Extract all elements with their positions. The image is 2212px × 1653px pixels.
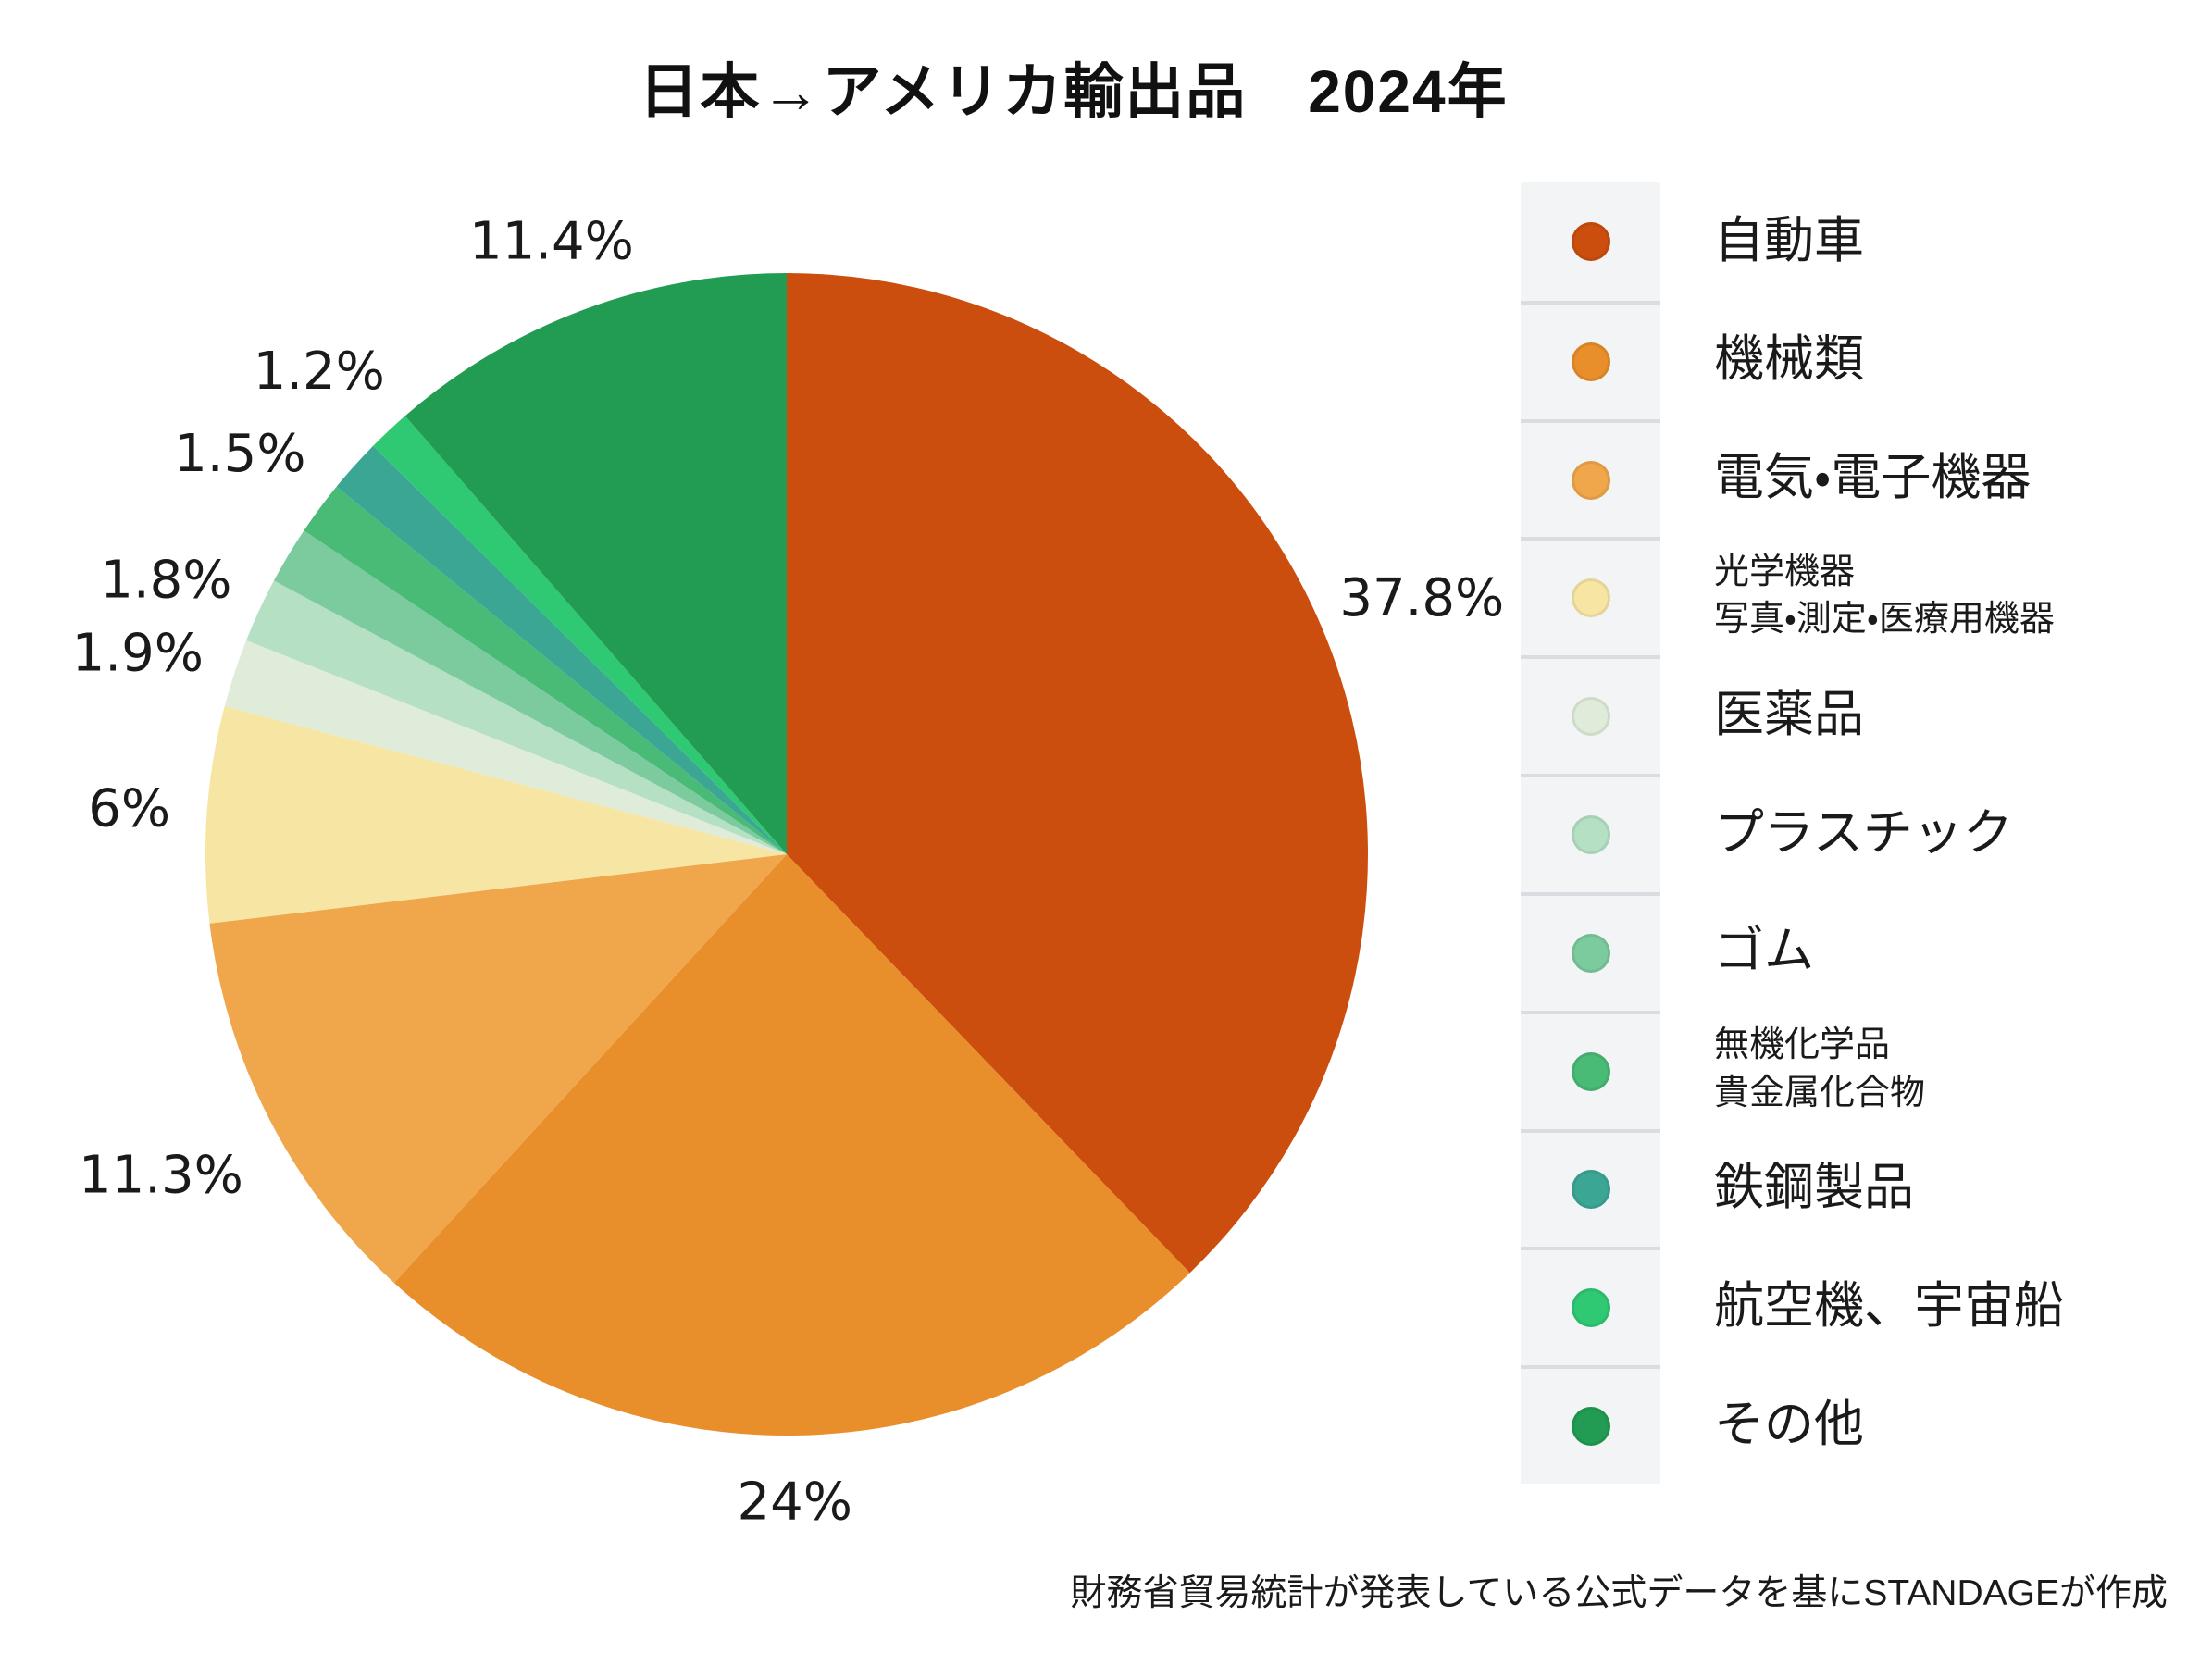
legend-item-electrical-electronics: 電気・電子機器 [1521,418,2206,538]
legend-dot-automobiles [1571,221,1610,261]
legend-dot-machinery [1571,342,1610,381]
pct-label-1: 37.8% [1339,568,1504,628]
pct-label-10: 1.2% [254,342,385,402]
pie-slice-11 [404,273,787,854]
legend-dot-inorganic-chemicals [1571,1051,1610,1091]
pct-label-6: 1.8% [100,551,231,611]
legend-dot-aircraft-spacecraft [1571,1288,1610,1328]
legend-item-machinery: 機械類 [1521,300,2206,419]
chart-title: 日本→アメリカ輸出品 2024年 [639,58,1509,125]
legend-dot-rubber [1571,933,1610,973]
pct-label-9: 1.5% [174,424,305,484]
pie-slice-9 [336,445,787,854]
legend-label: その他 [1714,1396,1864,1452]
legend-label-line2: 写真・測定・医療用機器 [1714,600,2055,640]
legend-label: 鉄鋼製品 [1714,1159,1914,1215]
legend-item-pharmaceuticals: 医薬品 [1521,655,2206,775]
pct-label-5: 1.9% [72,623,204,683]
legend-label: 無機化学品 [1714,1025,1891,1065]
legend-dot-optical-instruments [1571,578,1610,618]
pie-slice-1 [787,273,1369,1274]
pie-slice-7 [273,530,787,854]
legend-item-plastics: プラスチック [1521,774,2206,892]
legend-label: ゴム [1714,923,1814,979]
pie-slice-10 [373,416,787,854]
legend-item-optical-instruments: 光学機器 写真・測定・医療用機器 [1521,537,2206,656]
legend-label: 航空機、宇宙船 [1714,1277,2064,1334]
legend-label: 電気・電子機器 [1714,450,2032,506]
pie-slice-5 [224,640,787,854]
legend-label: 医薬品 [1714,686,1864,742]
legend-dot-electrical-electronics [1571,460,1610,500]
legend-item-steel-products: 鉄鋼製品 [1521,1128,2206,1248]
pie-slice-6 [246,580,788,854]
pie-slice-3 [209,854,787,1284]
pie-slice-4 [205,706,787,924]
pct-label-2: 24% [738,1472,852,1532]
legend-label: 機械類 [1714,331,1864,388]
legend-dot-steel-products [1571,1170,1610,1210]
legend-item-automobiles: 自動車 [1521,182,2206,301]
legend-item-rubber: ゴム [1521,891,2206,1011]
pie-slice-2 [393,854,1190,1436]
legend-item-inorganic-chemicals: 無機化学品 貴金属化合物 [1521,1010,2206,1129]
legend-dot-others [1571,1407,1610,1447]
legend: 自動車 機械類 電気・電子機器 光学機器 写真・測定・医療用機器 医薬品 [1521,182,2206,1484]
pct-label-3: 11.3% [79,1146,243,1206]
legend-item-others: その他 [1521,1365,2206,1484]
pct-label-4: 6% [88,778,170,839]
pct-label-11: 11.4% [469,212,634,272]
source-note: 財務省貿易統計が発表している公式データを基にSTANDAGEが作成 [1070,1573,2168,1613]
legend-dot-plastics [1571,814,1610,854]
legend-label-line2: 貴金属化合物 [1714,1073,1926,1112]
legend-label: 自動車 [1714,213,1864,269]
legend-label: プラスチック [1714,804,2013,861]
pie-slice-8 [304,486,788,854]
legend-dot-pharmaceuticals [1571,697,1610,737]
legend-item-aircraft-spacecraft: 航空機、宇宙船 [1521,1247,2206,1366]
legend-label: 光学機器 [1714,553,1856,592]
